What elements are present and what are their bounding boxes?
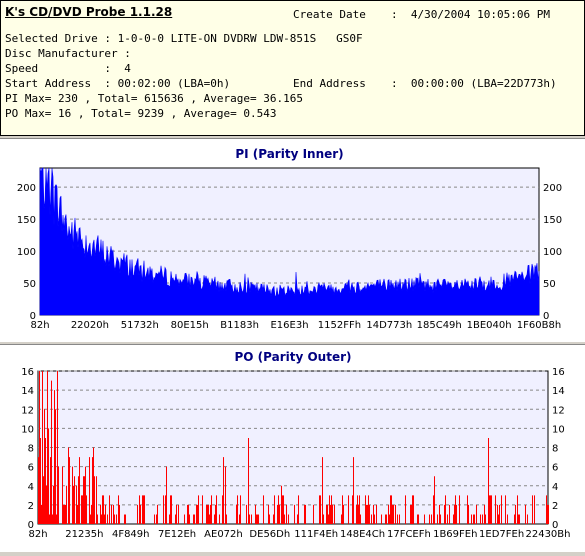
y-tick-label: 16: [21, 367, 34, 378]
y-tick-label: 8: [28, 444, 34, 455]
y-tick-label: 4: [28, 482, 34, 493]
x-tick-label: 1B69FEh: [433, 529, 477, 540]
y-tick-label-right: 10: [552, 424, 565, 435]
x-tick-label: 7E12Eh: [158, 529, 196, 540]
x-tick-label: 1ED7FEh: [479, 529, 524, 540]
y-tick-label: 100: [17, 247, 36, 258]
x-tick-label: AE072h: [204, 529, 243, 540]
y-tick-label-right: 100: [543, 247, 562, 258]
x-tick-label: 1F60B8h: [517, 320, 561, 331]
y-tick-label: 10: [21, 424, 34, 435]
chart-title: PI (Parity Inner): [235, 147, 343, 161]
y-tick-label: 6: [28, 463, 34, 474]
y-tick-label: 2: [28, 501, 34, 512]
y-tick-label-right: 0: [552, 520, 558, 531]
y-tick-label-right: 0: [543, 311, 549, 322]
y-tick-label: 200: [17, 183, 36, 194]
x-tick-label: 22430Bh: [525, 529, 570, 540]
x-tick-label: DE56Dh: [249, 529, 290, 540]
create-date-value: : 4/30/2004 10:05:06 PM: [391, 8, 550, 21]
po-series: [38, 371, 549, 524]
y-tick-label-right: 8: [552, 444, 558, 455]
end-address-label: End Address: [293, 77, 366, 90]
x-tick-label: B1183h: [220, 320, 259, 331]
x-tick-label: 111F4Eh: [294, 529, 338, 540]
x-tick-label: E16E3h: [270, 320, 308, 331]
pi-summary: PI Max= 230 , Total= 615636 , Average= 3…: [5, 92, 304, 105]
x-tick-label: 82h: [30, 320, 49, 331]
pi-chart: PI (Parity Inner) 0 0 50 50 100 100 150 150 200 20…: [17, 147, 562, 331]
y-tick-label-right: 14: [552, 386, 565, 397]
y-tick-label: 14: [21, 386, 34, 397]
y-tick-label: 0: [28, 520, 34, 531]
pi-chart-panel: PI (Parity Inner) 0 0 50 50 100 100 150 150 200 20…: [0, 138, 585, 342]
y-tick-label-right: 50: [543, 279, 556, 290]
x-tick-label: 4F849h: [112, 529, 150, 540]
x-tick-label: 51732h: [121, 320, 159, 331]
x-tick-label: 22020h: [71, 320, 109, 331]
y-tick-label: 50: [23, 279, 36, 290]
x-tick-label: 185C49h: [417, 320, 462, 331]
speed: Speed : 4: [5, 62, 131, 75]
y-tick-label-right: 2: [552, 501, 558, 512]
x-tick-label: 80E15h: [171, 320, 209, 331]
y-tick-label-right: 12: [552, 405, 565, 416]
x-tick-label: 14D773h: [366, 320, 412, 331]
create-date-label: Create Date: [293, 8, 366, 21]
y-tick-label-right: 200: [543, 183, 562, 194]
po-chart-panel: PO (Parity Outer) 0 0 2 2 4 4 6 6 8 8 10 10 12 12 14 14 1…: [0, 344, 585, 552]
y-tick-label: 150: [17, 215, 36, 226]
app-title: K's CD/DVD Probe 1.1.28: [5, 5, 173, 19]
disc-manufacturer: Disc Manufacturer :: [5, 47, 131, 60]
pi-series: [39, 167, 540, 316]
y-tick-label-right: 4: [552, 482, 558, 493]
po-chart: PO (Parity Outer) 0 0 2 2 4 4 6 6 8 8 10 10 12 12 14 14 1…: [21, 350, 570, 540]
x-tick-label: 148E4Ch: [340, 529, 385, 540]
x-tick-label: 17FCEFh: [387, 529, 431, 540]
end-address-value: : 00:00:00 (LBA=22D773h): [391, 77, 557, 90]
po-summary: PO Max= 16 , Total= 9239 , Average= 0.54…: [5, 107, 277, 120]
x-tick-label: 82h: [28, 529, 47, 540]
info-panel: K's CD/DVD Probe 1.1.28 Create Date : 4/…: [0, 0, 585, 136]
y-tick-label-right: 6: [552, 463, 558, 474]
start-address: Start Address : 00:02:00 (LBA=0h): [5, 77, 231, 90]
chart-title: PO (Parity Outer): [234, 350, 351, 364]
x-tick-label: 1BE040h: [467, 320, 512, 331]
y-tick-label: 12: [21, 405, 34, 416]
y-tick-label-right: 150: [543, 215, 562, 226]
x-tick-label: 1152FFh: [318, 320, 361, 331]
y-tick-label: 0: [30, 311, 36, 322]
y-tick-label-right: 16: [552, 367, 565, 378]
selected-drive: Selected Drive : 1-0-0-0 LITE-ON DVDRW L…: [5, 32, 363, 45]
x-tick-label: 21235h: [65, 529, 103, 540]
